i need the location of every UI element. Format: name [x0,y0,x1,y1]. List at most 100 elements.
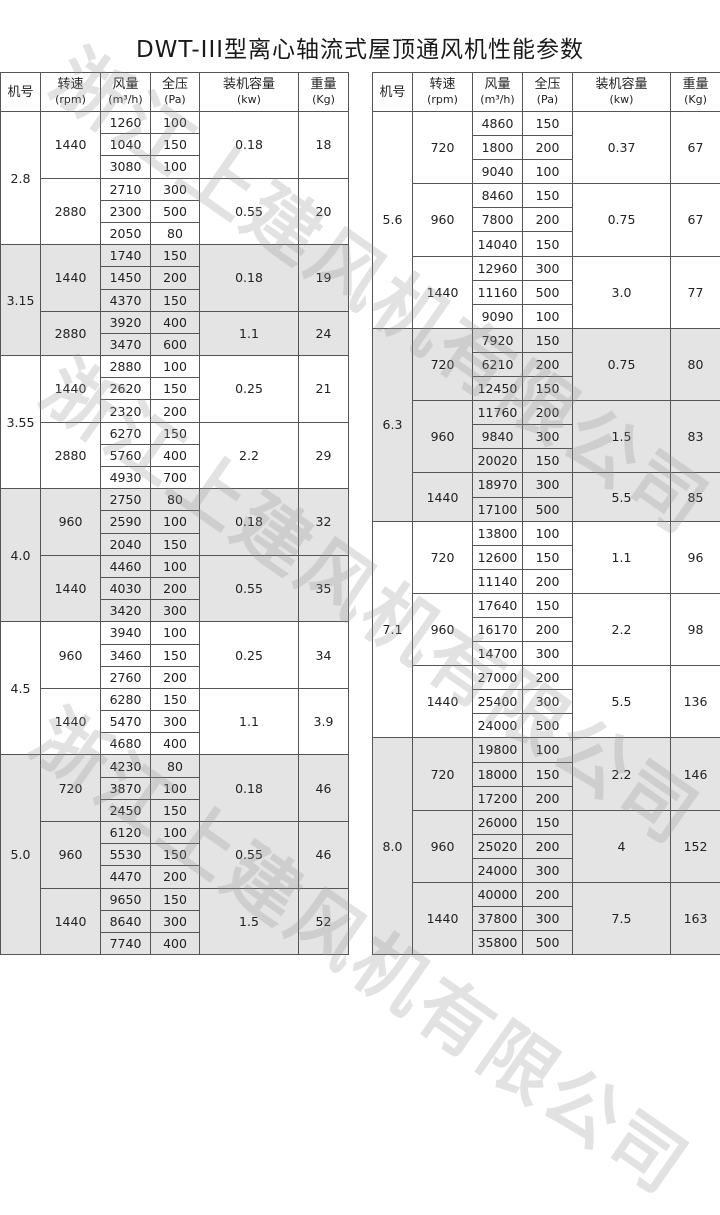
airflow-cell: 8460 [473,184,523,208]
airflow-cell: 17640 [473,593,523,617]
header-weight: 重量(Kg) [299,73,349,112]
weight-cell: 19 [299,245,349,312]
power-cell: 7.5 [573,883,671,955]
speed-cell: 960 [41,822,101,889]
airflow-cell: 17100 [473,497,523,521]
header-label: 全压 [162,77,188,92]
pressure-cell: 300 [151,910,200,932]
model-cell: 6.3 [373,328,413,521]
airflow-cell: 3080 [101,156,151,178]
pressure-cell: 700 [151,467,200,489]
airflow-cell: 2450 [101,799,151,821]
pressure-cell: 150 [523,328,573,352]
pressure-cell: 150 [523,112,573,136]
airflow-cell: 2760 [101,666,151,688]
header-pressure: 全压(Pa) [151,73,200,112]
weight-cell: 24 [299,311,349,355]
header-label: 转速 [57,77,83,92]
weight-cell: 96 [671,521,720,593]
airflow-cell: 4680 [101,733,151,755]
header-weight: 重量(Kg) [671,73,720,112]
airflow-cell: 2750 [101,489,151,511]
power-cell: 0.55 [200,555,299,622]
model-cell: 4.0 [1,489,41,622]
header-unit: (Kg) [671,92,720,107]
weight-cell: 98 [671,593,720,665]
header-label: 重量 [682,77,708,92]
weight-cell: 136 [671,666,720,738]
pressure-cell: 150 [523,810,573,834]
airflow-cell: 7740 [101,932,151,954]
pressure-cell: 100 [151,112,200,134]
weight-cell: 52 [299,888,349,955]
pressure-cell: 600 [151,333,200,355]
speed-cell: 1440 [41,245,101,312]
airflow-cell: 12450 [473,377,523,401]
weight-cell: 29 [299,422,349,489]
speed-cell: 720 [41,755,101,822]
airflow-cell: 2590 [101,511,151,533]
weight-cell: 46 [299,822,349,889]
pressure-cell: 150 [151,844,200,866]
airflow-cell: 12600 [473,545,523,569]
weight-cell: 32 [299,489,349,556]
pressure-cell: 200 [151,400,200,422]
pressure-cell: 200 [523,883,573,907]
airflow-cell: 17200 [473,786,523,810]
pressure-cell: 200 [523,666,573,690]
weight-cell: 3.9 [299,688,349,755]
pressure-cell: 200 [523,617,573,641]
airflow-cell: 6210 [473,352,523,376]
header-unit: (Pa) [151,92,199,107]
speed-cell: 2880 [41,422,101,489]
airflow-cell: 3870 [101,777,151,799]
pressure-cell: 80 [151,222,200,244]
pressure-cell: 500 [523,497,573,521]
pressure-cell: 150 [523,593,573,617]
pressure-cell: 200 [523,834,573,858]
power-cell: 0.55 [200,822,299,889]
weight-cell: 163 [671,883,720,955]
header-model: 机号 [373,73,413,112]
pressure-cell: 150 [151,533,200,555]
pressure-cell: 200 [523,352,573,376]
header-unit: (kw) [200,92,298,107]
airflow-cell: 2320 [101,400,151,422]
airflow-cell: 5530 [101,844,151,866]
airflow-cell: 4230 [101,755,151,777]
speed-cell: 720 [413,521,473,593]
airflow-cell: 3920 [101,311,151,333]
airflow-cell: 26000 [473,810,523,834]
airflow-cell: 11160 [473,280,523,304]
pressure-cell: 300 [523,425,573,449]
airflow-cell: 40000 [473,883,523,907]
weight-cell: 35 [299,555,349,622]
model-cell: 8.0 [373,738,413,955]
airflow-cell: 7920 [473,328,523,352]
header-label: 全压 [534,77,560,92]
pressure-cell: 100 [523,304,573,328]
power-cell: 0.55 [200,178,299,245]
model-cell: 7.1 [373,521,413,738]
speed-cell: 1440 [41,356,101,423]
page-title: DWT-III型离心轴流式屋顶通风机性能参数 [0,30,720,64]
pressure-cell: 100 [523,521,573,545]
airflow-cell: 18970 [473,473,523,497]
weight-cell: 67 [671,184,720,256]
pressure-cell: 200 [523,786,573,810]
header-label: 装机容量 [595,77,647,92]
